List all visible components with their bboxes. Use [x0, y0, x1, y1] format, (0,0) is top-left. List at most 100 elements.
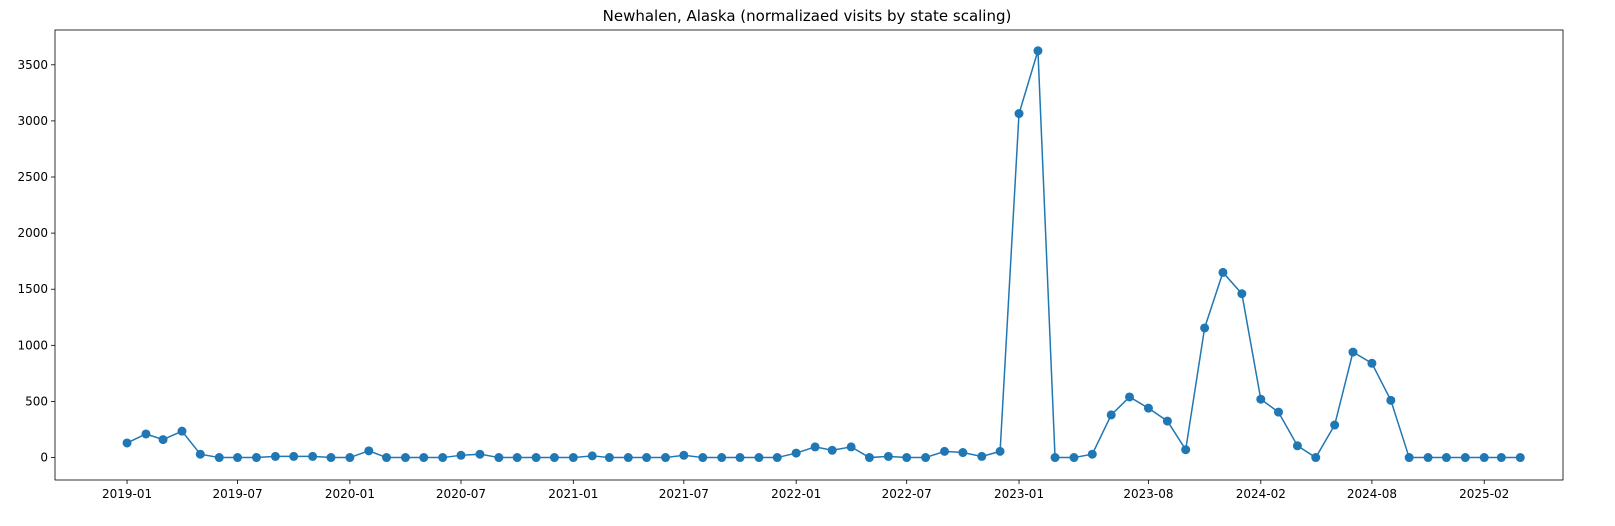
data-point [531, 453, 541, 463]
data-point [1125, 392, 1135, 402]
data-point [623, 453, 633, 463]
y-tick-label: 2500 [17, 170, 48, 184]
data-point [1162, 416, 1172, 426]
data-point [958, 448, 968, 458]
data-point [679, 450, 689, 460]
data-point [1237, 289, 1247, 299]
x-tick-label: 2023-08 [1123, 487, 1173, 501]
data-point [902, 453, 912, 463]
data-point [1143, 403, 1153, 413]
data-point [791, 448, 801, 458]
y-axis: 0 500 1000 1500 2000 2500 3000 3500 [17, 58, 55, 465]
data-point [1348, 347, 1358, 357]
data-point [1515, 453, 1525, 463]
data-point [587, 451, 597, 461]
data-point [308, 451, 318, 461]
data-point [456, 450, 466, 460]
data-point [214, 453, 224, 463]
data-point [1479, 453, 1489, 463]
x-tick-label: 2019-07 [212, 487, 262, 501]
data-point [1423, 453, 1433, 463]
chart-title: Newhalen, Alaska (normalizaed visits by … [603, 7, 1012, 25]
data-point [661, 453, 671, 463]
data-point [270, 451, 280, 461]
x-tick-label: 2020-01 [325, 487, 375, 501]
data-point [141, 429, 151, 439]
plot-frame [54, 29, 1564, 481]
data-point [568, 453, 578, 463]
y-tick-label: 2000 [17, 226, 48, 240]
data-point [754, 453, 764, 463]
data-point [1014, 109, 1024, 119]
data-point [1050, 453, 1060, 463]
data-point [1496, 453, 1506, 463]
data-point [549, 453, 559, 463]
data-point [122, 438, 132, 448]
data-point [1200, 323, 1210, 333]
data-point [1367, 358, 1377, 368]
data-point [345, 453, 355, 463]
x-tick-label: 2021-01 [548, 487, 598, 501]
y-tick-label: 0 [40, 451, 48, 465]
x-axis: 2019-01 2019-07 2020-01 2020-07 2021-01 2021-… [102, 480, 1509, 501]
data-point [827, 445, 837, 455]
data-point [1404, 453, 1414, 463]
data-point [438, 453, 448, 463]
data-point [1273, 407, 1283, 417]
x-tick-label: 2022-01 [771, 487, 821, 501]
x-tick-label: 2024-02 [1236, 487, 1286, 501]
data-point [400, 453, 410, 463]
data-point [940, 446, 950, 456]
x-tick-label: 2025-02 [1459, 487, 1509, 501]
data-point [1106, 410, 1116, 420]
data-point [475, 449, 485, 459]
y-tick-label: 1000 [17, 338, 48, 352]
y-tick-label: 3000 [17, 114, 48, 128]
data-point [195, 449, 205, 459]
data-point [735, 453, 745, 463]
data-point [995, 446, 1005, 456]
data-point [772, 453, 782, 463]
data-point [604, 453, 614, 463]
data-point [1292, 441, 1302, 451]
series-line [126, 50, 1521, 459]
data-point [419, 453, 429, 463]
data-point [977, 451, 987, 461]
data-point [810, 442, 820, 452]
data-point [1330, 420, 1340, 430]
data-point [1087, 449, 1097, 459]
data-point [883, 451, 893, 461]
data-point [1386, 395, 1396, 405]
x-tick-label: 2024-08 [1347, 487, 1397, 501]
data-point [494, 453, 504, 463]
data-point [512, 453, 522, 463]
data-point [642, 453, 652, 463]
data-point [382, 453, 392, 463]
data-point [864, 453, 874, 463]
y-tick-label: 3500 [17, 58, 48, 72]
data-point [1069, 453, 1079, 463]
data-point [1460, 453, 1470, 463]
data-point [251, 453, 261, 463]
data-point [289, 451, 299, 461]
data-point [1218, 267, 1228, 277]
data-point [233, 453, 243, 463]
series-markers [122, 46, 1525, 463]
data-point [846, 442, 856, 452]
y-tick-label: 1500 [17, 282, 48, 296]
data-point [1441, 453, 1451, 463]
data-point [921, 453, 931, 463]
x-tick-label: 2022-07 [882, 487, 932, 501]
y-tick-label: 500 [25, 394, 48, 408]
data-point [1033, 46, 1043, 56]
data-point [698, 453, 708, 463]
x-tick-label: 2019-01 [102, 487, 152, 501]
x-tick-label: 2021-07 [659, 487, 709, 501]
x-tick-label: 2020-07 [436, 487, 486, 501]
data-point [326, 453, 336, 463]
data-point [177, 426, 187, 436]
data-point [158, 435, 168, 445]
data-point [1181, 445, 1191, 455]
x-tick-label: 2023-01 [994, 487, 1044, 501]
